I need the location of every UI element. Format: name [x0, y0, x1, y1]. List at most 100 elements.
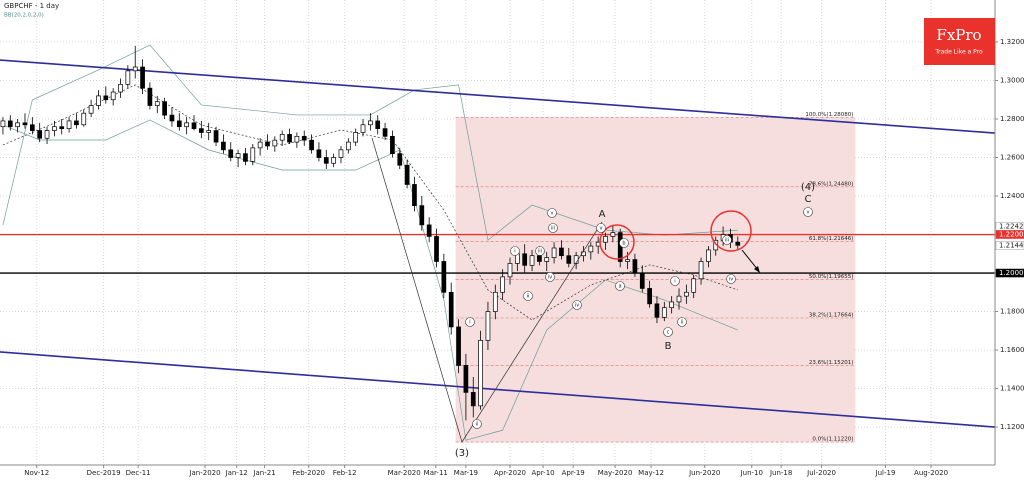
chart-title: GBPCHF - 1 day: [4, 2, 59, 10]
candle-body: [492, 291, 498, 312]
x-tick-label: Mar-19: [454, 469, 478, 477]
channel-line: [0, 351, 996, 428]
candle-body: [470, 392, 476, 407]
wave-marker: [572, 300, 582, 310]
x-tick-label: Apr-2020: [494, 469, 526, 477]
candle-body: [706, 249, 711, 262]
candle-body: [353, 132, 359, 143]
candle-body: [588, 245, 594, 253]
candle-body: [500, 276, 505, 293]
candle-body: [448, 291, 454, 328]
candle-body: [485, 311, 491, 341]
candle-body: [0, 120, 6, 128]
candle-body: [610, 232, 616, 237]
wave-label: (4): [801, 182, 815, 193]
wave-label: v: [807, 210, 810, 216]
wave-label: ii: [527, 294, 530, 300]
x-tick-label: Jan-2020: [188, 469, 220, 477]
fib-zone: [455, 117, 856, 443]
y-tick-label: 1.12000: [1000, 423, 1024, 431]
x-tick-label: May-2020: [598, 469, 633, 477]
wave-label: iii: [538, 249, 542, 255]
wave-marker: [465, 317, 475, 327]
wave-label: a: [618, 284, 621, 290]
candle-body: [684, 291, 689, 297]
candle-body: [676, 295, 682, 303]
candle-body: [691, 278, 697, 293]
candle-body: [228, 149, 234, 158]
fib-label: 61.8%(1.21646): [809, 236, 854, 242]
candle-body: [360, 124, 366, 133]
candle-body: [522, 253, 528, 266]
arrow-head: [754, 266, 760, 273]
candle-body: [279, 134, 285, 141]
candle-body: [118, 83, 123, 93]
candle-body: [456, 326, 461, 366]
candle-body: [140, 66, 145, 89]
candle-body: [507, 263, 513, 278]
y-tick-label: 1.18000: [1000, 308, 1024, 316]
wave-marker: [510, 246, 520, 256]
candle-body: [96, 95, 101, 106]
price-label-box: [995, 230, 1024, 239]
fib-label: 38.2%(1.17664): [809, 313, 854, 319]
candle-body: [382, 128, 388, 137]
wave-marker: [596, 223, 606, 233]
fib-label: 23.6%(1.15201): [809, 360, 854, 366]
candle-body: [66, 120, 72, 129]
logo-tagline: Trade Like a Pro: [934, 49, 983, 56]
logo: [924, 18, 995, 65]
candle-body: [206, 130, 212, 133]
highlight-circle: [599, 224, 635, 260]
wave-marker: [545, 272, 555, 282]
candle-body: [537, 255, 542, 262]
wave-label: iv: [575, 303, 579, 309]
y-tick-label: 1.28000: [1000, 115, 1024, 123]
wave-marker: [670, 276, 680, 286]
candle-body: [397, 153, 403, 166]
arrow: [741, 249, 759, 271]
wave-marker: [523, 291, 533, 301]
candle-body: [639, 272, 645, 289]
candle-body: [434, 236, 439, 262]
wave-label: v: [600, 226, 603, 232]
candle-body: [551, 247, 557, 258]
x-tick-label: Jun-18: [769, 469, 792, 477]
wave-label: iv: [548, 275, 552, 281]
candle-body: [199, 128, 204, 133]
wave-label: i: [514, 249, 515, 255]
wave-label: iii: [551, 226, 555, 232]
candle-body: [7, 120, 13, 128]
candle-body: [478, 340, 483, 407]
candle-body: [59, 126, 65, 129]
fib-label: 0.0%(1.11220): [812, 437, 853, 443]
candle-body: [529, 255, 535, 266]
candle-body: [221, 141, 226, 151]
candle-body: [375, 120, 381, 129]
candle-body: [52, 126, 57, 131]
candle-body: [441, 261, 447, 293]
candle-body: [412, 184, 417, 206]
x-tick-label: Dec-2019: [87, 469, 121, 477]
candle-body: [169, 114, 175, 122]
candle-body: [654, 303, 660, 318]
candle-body: [544, 257, 550, 262]
candle-body: [669, 301, 675, 309]
candle-body: [647, 288, 652, 305]
price-label: 1.21440: [999, 241, 1024, 249]
candle-body: [404, 164, 410, 185]
candle-body: [309, 139, 314, 151]
wave-marker: [677, 317, 687, 327]
x-tick-label: Dec-11: [126, 469, 151, 477]
candle-body: [294, 135, 300, 143]
candle-body: [345, 141, 351, 151]
candle-body: [272, 139, 278, 147]
candle-body: [162, 101, 167, 116]
fib-label: 100.0%(1.28080): [805, 112, 853, 118]
candle-body: [625, 259, 630, 262]
wave-label: ii: [476, 422, 479, 428]
x-tick-label: Jan-12: [225, 469, 248, 477]
wave-label: b: [622, 241, 625, 247]
wave-label: B: [665, 341, 672, 352]
candle-body: [37, 130, 43, 139]
